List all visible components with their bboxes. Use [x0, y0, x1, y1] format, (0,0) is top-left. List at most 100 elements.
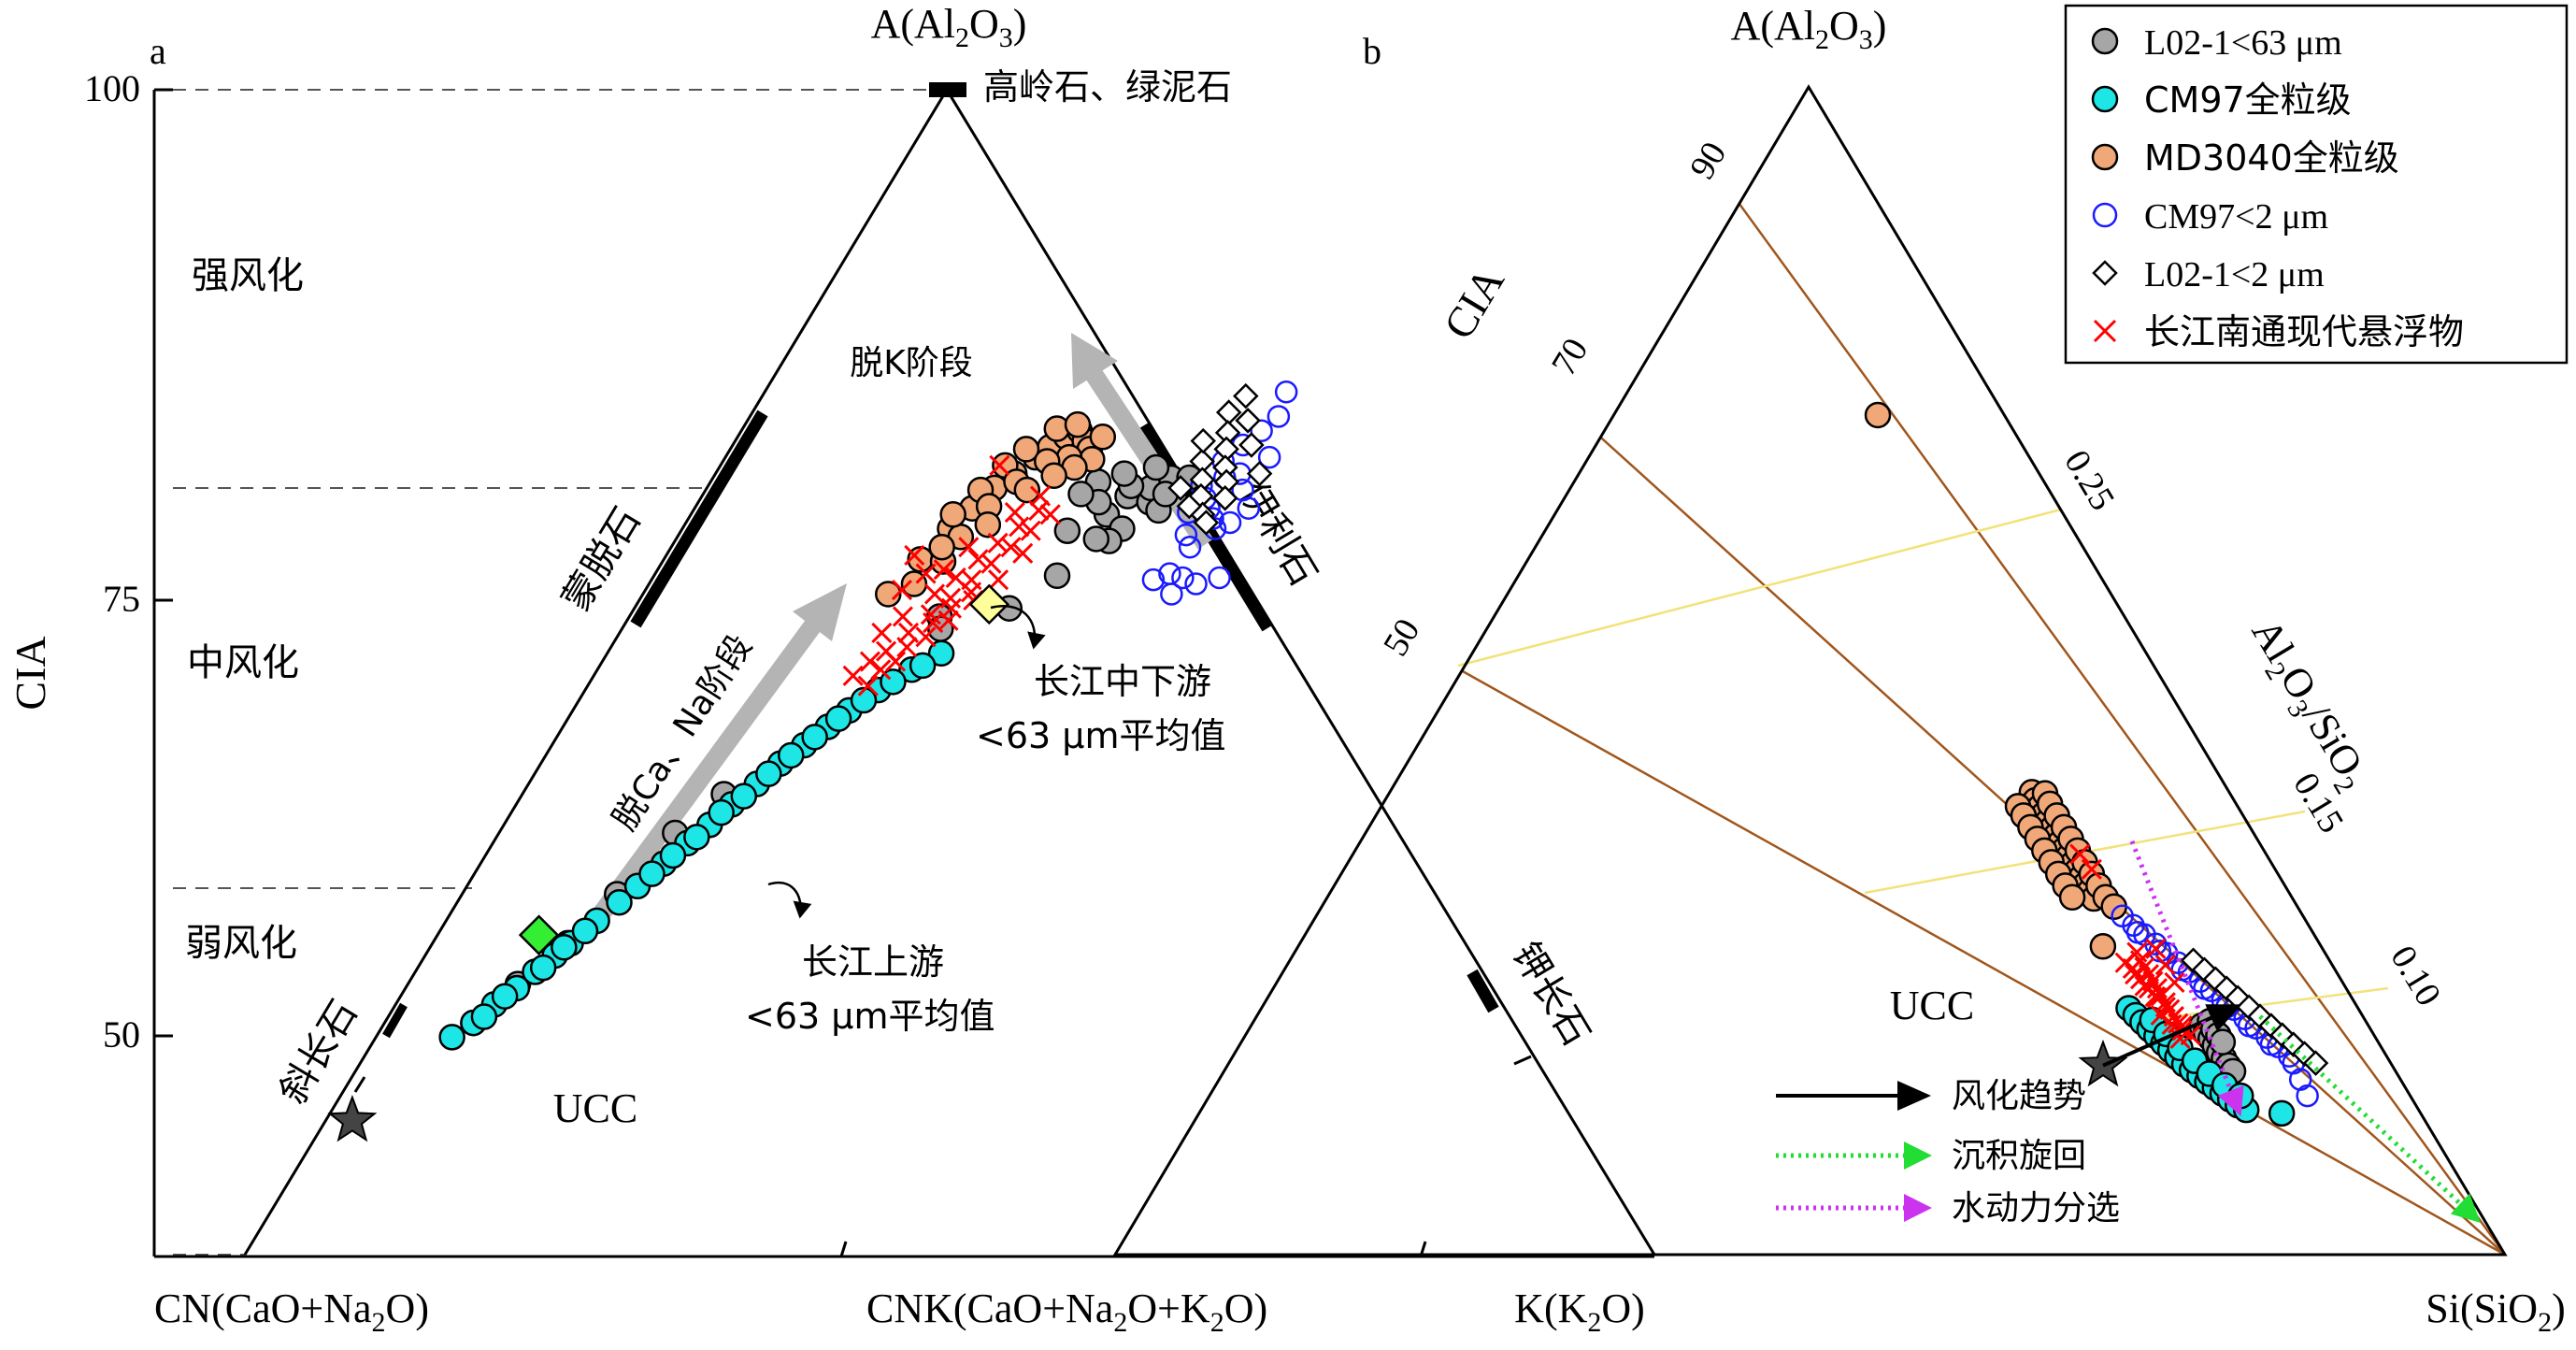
legend: L02-1<63 μm CM97全粒级 MD3040全粒级 CM97<2 μm …	[2064, 4, 2569, 365]
panel-a-vertex-a: A(Al2O3)	[871, 1, 1027, 53]
zone-label-moderate: 中风化	[187, 641, 299, 684]
trend-arrow-cana-head	[793, 583, 847, 641]
point-nantong	[871, 622, 893, 644]
label-k-feldspar: 钾长石	[1504, 935, 1598, 1054]
legend-label: L02-1<2 μm	[2144, 255, 2325, 294]
point-nantong	[1039, 504, 1061, 525]
point-cm97-all	[529, 954, 557, 982]
point-cm97-all	[909, 652, 937, 680]
point-cm97-all	[638, 860, 665, 887]
trend-arrow-solid-black	[2102, 1004, 2242, 1068]
point-cm97-all	[571, 917, 599, 945]
point-nantong	[937, 610, 959, 631]
point-cm97-all	[470, 1003, 498, 1030]
point-nantong	[904, 544, 925, 567]
point-cm97-all	[778, 741, 805, 769]
point-nantong	[859, 651, 880, 672]
point-cm97-all	[551, 934, 578, 961]
mid-lower-pointer	[990, 605, 1046, 650]
point-nantong	[870, 659, 892, 681]
point-nantong	[2164, 971, 2185, 994]
ratio-side-label: Al2O3/SiO2	[2238, 611, 2380, 800]
panel-a-vertex-cnk: CNK(CaO+Na2O+K2O)	[866, 1285, 1267, 1338]
upper-pointer	[767, 882, 812, 919]
trend-arrow-dotted-magenta	[2129, 840, 2244, 1117]
point-cm97-2	[1274, 380, 1298, 404]
mid-lower-mean-diamond	[968, 583, 1010, 625]
upper-mean-diamond	[518, 914, 560, 955]
point-l02-2	[2302, 1050, 2329, 1076]
point-cm97-2	[1218, 510, 1242, 535]
point-nantong	[958, 537, 980, 558]
mid-lower-title: 长江中下游	[1034, 661, 1211, 702]
point-nantong	[1000, 537, 1022, 558]
point-l02-63	[1053, 517, 1081, 544]
legend-box	[2064, 4, 2569, 365]
point-cm97-2	[1184, 572, 1208, 596]
panel-a-label: a	[150, 30, 166, 72]
point-nantong	[1012, 542, 1034, 564]
point-cm97-2	[1267, 405, 1291, 428]
point-md3040	[974, 510, 1002, 539]
point-md3040	[1089, 424, 1117, 451]
point-l02-63	[2209, 1028, 2237, 1056]
upper-title: 长江上游	[802, 941, 944, 983]
label-plagioclase: 斜长石	[271, 993, 365, 1112]
legend-marker-orange-circle	[2091, 143, 2119, 171]
point-nantong	[896, 637, 918, 658]
point-l02-2	[1190, 427, 1217, 454]
legend-marker-diamond	[2092, 260, 2118, 286]
ratio-line-label-0.10: 0.10	[2383, 940, 2448, 1013]
point-nantong	[1029, 485, 1052, 507]
point-nantong	[940, 597, 963, 619]
ratio-line-label-0.25: 0.25	[2056, 444, 2122, 518]
point-l02-63	[1110, 460, 1138, 487]
point-md3040	[1012, 436, 1040, 463]
legend-label: L02-1<63 μm	[2144, 23, 2342, 63]
point-cm97-2	[1171, 566, 1195, 590]
legend-marker-red-cross	[2093, 319, 2117, 343]
point-cm97-2	[1257, 445, 1281, 469]
label-smectite: 蒙脱石	[554, 500, 649, 619]
point-md3040	[1013, 476, 1041, 504]
point-nantong	[2081, 858, 2102, 880]
point-cm97-2	[2125, 921, 2150, 944]
panel-a-vertex-cn: CN(CaO+Na2O)	[154, 1285, 429, 1338]
point-nantong	[915, 626, 937, 648]
point-cm97-2	[2296, 1084, 2319, 1108]
point-nantong	[885, 651, 907, 672]
cia-line-50	[1461, 669, 2506, 1257]
ratio-line-0.25	[1457, 508, 2062, 668]
key-sorting-label: 水动力分选	[1952, 1189, 2120, 1228]
point-nantong	[1004, 502, 1025, 524]
ucc-label-b: UCC	[1890, 983, 1974, 1028]
point-md3040	[2089, 933, 2117, 960]
point-nantong	[987, 532, 1009, 553]
cia-tick-label-75: 75	[103, 578, 140, 620]
panel-a: a 100 75 50 CIA 强风化 中风化 弱风化 A(Al2O3) CN(…	[7, 1, 1656, 1338]
point-nantong	[915, 563, 937, 584]
point-md3040	[939, 501, 966, 528]
point-nantong	[923, 583, 946, 605]
point-cm97-all	[850, 686, 878, 714]
point-nantong	[989, 454, 1010, 476]
point-cm97-2	[1178, 535, 1202, 559]
point-cm97-all	[683, 824, 710, 851]
point-nantong	[933, 559, 954, 581]
point-cm97-all	[2268, 1099, 2296, 1127]
point-nantong	[842, 665, 864, 686]
key-recycling-label: 沉积旋回	[1952, 1137, 2086, 1175]
point-nantong	[920, 604, 941, 625]
legend-marker-blue-ring	[2092, 202, 2118, 228]
zone-label-weak: 弱风化	[185, 922, 297, 965]
point-cm97-all	[659, 841, 687, 869]
trend-arrow-k-head	[1071, 333, 1118, 389]
plagioclase-bar	[382, 1002, 408, 1039]
mid-lower-value: <63 μm平均值	[976, 715, 1225, 756]
legend-item-l02-63: L02-1<63 μm	[2091, 23, 2342, 63]
kaolinite-bar	[929, 82, 966, 97]
point-l02-2	[1167, 475, 1194, 501]
point-nantong	[857, 675, 879, 697]
point-cm97-all	[2227, 1082, 2254, 1110]
